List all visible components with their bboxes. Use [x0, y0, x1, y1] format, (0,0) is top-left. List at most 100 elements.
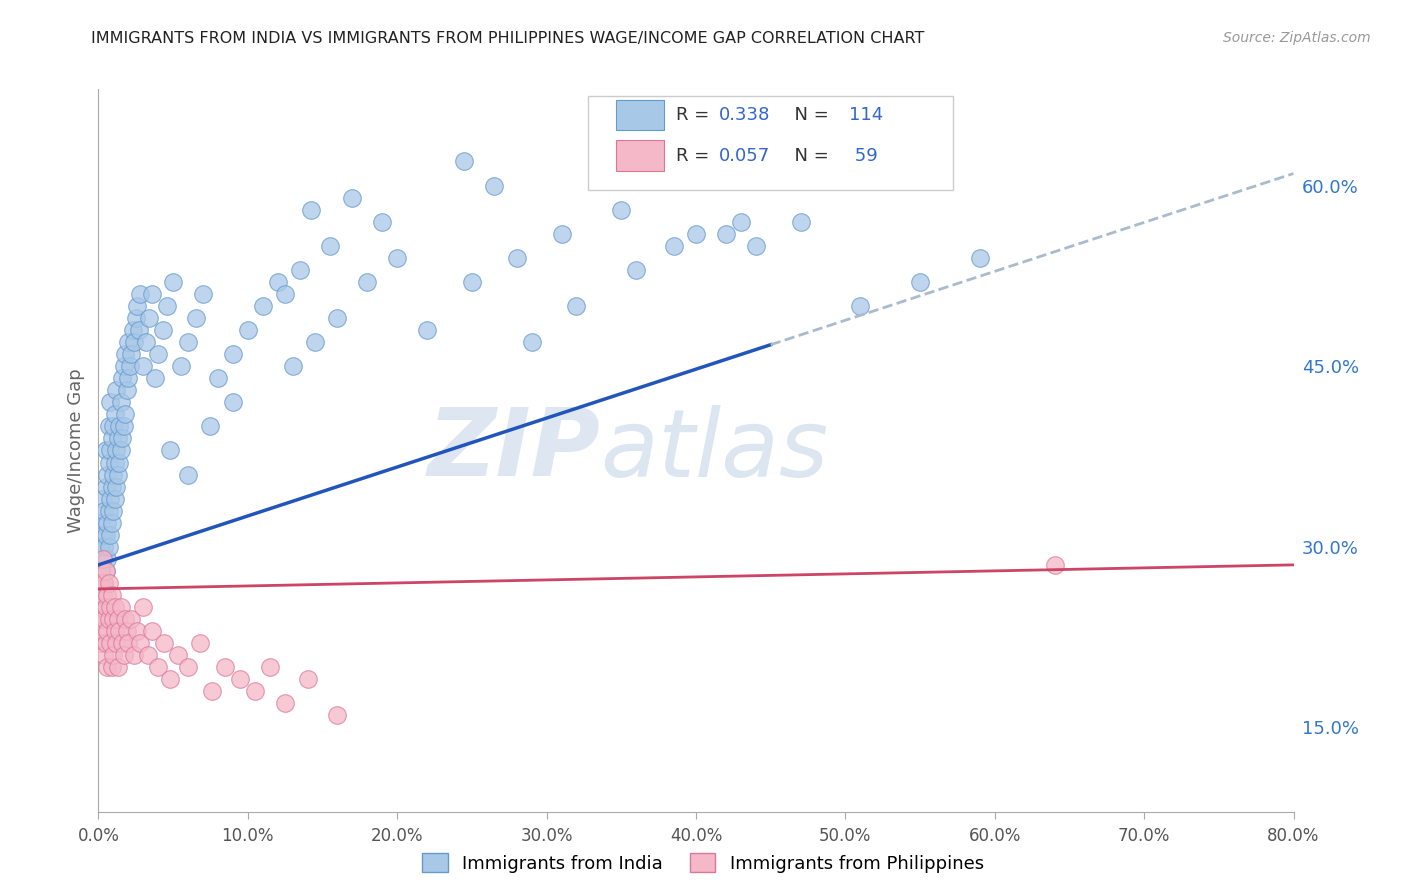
Text: R =: R = [676, 106, 714, 124]
Point [326, 311, 349, 326]
Point [453, 154, 475, 169]
Point [166, 648, 188, 662]
Point [222, 347, 245, 361]
Point [103, 648, 125, 662]
Point [110, 443, 132, 458]
Point [97, 576, 120, 591]
Point [222, 395, 245, 409]
Point [103, 612, 125, 626]
Point [105, 443, 128, 458]
Point [685, 227, 707, 241]
Point [159, 443, 181, 458]
Point [506, 251, 529, 265]
Point [177, 467, 200, 482]
Point [101, 480, 124, 494]
Point [184, 311, 207, 326]
Point [304, 335, 326, 350]
Point [89, 612, 111, 626]
Point [281, 359, 304, 374]
Point [108, 455, 131, 469]
Point [107, 612, 129, 626]
Point [108, 419, 131, 434]
Point [120, 347, 142, 361]
Text: atlas: atlas [600, 405, 828, 496]
Point [326, 708, 349, 723]
Point [714, 227, 737, 241]
Point [550, 227, 572, 241]
Point [124, 335, 146, 350]
Point [101, 432, 124, 446]
Point [90, 564, 112, 578]
Point [356, 275, 378, 289]
Point [114, 612, 136, 626]
Point [93, 612, 115, 626]
Point [104, 455, 127, 469]
Point [207, 371, 229, 385]
Point [849, 299, 872, 313]
Point [1043, 558, 1066, 572]
Point [159, 673, 181, 687]
Point [252, 299, 274, 313]
Point [319, 238, 342, 253]
Point [114, 407, 136, 422]
Point [104, 491, 127, 506]
Point [127, 299, 149, 313]
Point [342, 191, 364, 205]
Point [97, 503, 120, 517]
Point [259, 660, 281, 674]
Point [96, 516, 118, 530]
Point [141, 287, 163, 301]
Point [274, 287, 297, 301]
Point [103, 419, 125, 434]
Point [177, 335, 200, 350]
Point [91, 491, 114, 506]
Point [110, 600, 132, 615]
Point [124, 648, 146, 662]
Point [136, 648, 159, 662]
Point [98, 491, 122, 506]
Point [730, 215, 752, 229]
Point [93, 648, 115, 662]
Point [236, 323, 259, 337]
Point [91, 551, 114, 566]
Point [111, 432, 134, 446]
Point [97, 540, 120, 554]
Point [969, 251, 991, 265]
Point [162, 275, 184, 289]
Point [97, 612, 120, 626]
Point [229, 673, 252, 687]
Text: N =: N = [783, 106, 835, 124]
Point [610, 202, 633, 217]
Point [89, 564, 111, 578]
Point [91, 551, 114, 566]
Point [91, 528, 114, 542]
Point [288, 262, 311, 277]
Point [98, 636, 122, 650]
Point [371, 215, 394, 229]
Point [297, 673, 319, 687]
Text: 0.338: 0.338 [718, 106, 770, 124]
Point [114, 347, 136, 361]
Point [267, 275, 290, 289]
Point [143, 371, 166, 385]
Point [214, 660, 236, 674]
Point [112, 359, 135, 374]
Point [104, 600, 127, 615]
Point [93, 503, 115, 517]
Point [90, 516, 112, 530]
Point [111, 371, 134, 385]
Point [148, 660, 170, 674]
Point [112, 419, 135, 434]
Point [141, 624, 163, 639]
Point [93, 576, 115, 591]
Point [153, 636, 176, 650]
Point [94, 600, 117, 615]
Point [121, 323, 143, 337]
Point [110, 395, 132, 409]
Point [96, 588, 118, 602]
Point [138, 311, 160, 326]
Point [416, 323, 439, 337]
Text: R =: R = [676, 146, 714, 165]
Point [117, 636, 139, 650]
Point [169, 359, 191, 374]
